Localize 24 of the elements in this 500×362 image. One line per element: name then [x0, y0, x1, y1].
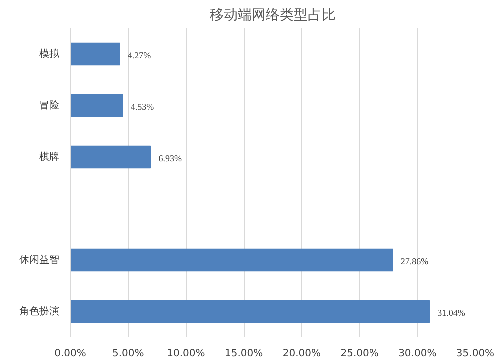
chart-title: 移动端网络类型占比	[210, 8, 336, 24]
data-label: 31.04%	[438, 308, 466, 318]
x-tick-label: 5.00%	[112, 348, 144, 360]
y-tick-label: 棋牌	[40, 150, 60, 163]
x-tick-label: 15.00%	[225, 348, 264, 360]
data-label: 4.53%	[130, 102, 155, 112]
bar	[70, 248, 394, 272]
x-tick-label: 20.00%	[282, 348, 322, 360]
bar	[70, 94, 124, 118]
y-tick-label: 休闲益智	[20, 254, 60, 266]
data-label: 4.27%	[128, 50, 152, 60]
x-tick-label: 10.00%	[167, 348, 206, 360]
x-tick-label: 25.00%	[340, 348, 379, 360]
data-label: 27.86%	[400, 256, 430, 266]
y-tick-label: 冒险	[40, 99, 60, 112]
x-tick-label: 30.00%	[398, 348, 437, 360]
data-label: 6.93%	[158, 153, 182, 164]
y-tick-label: 角色扮演	[20, 305, 60, 318]
y-tick-label: 模拟	[40, 48, 60, 60]
bar	[70, 146, 152, 169]
x-tick-label: 35.00%	[456, 348, 495, 360]
x-tick-label: 0.00%	[54, 348, 86, 360]
bar	[70, 42, 120, 66]
bar	[70, 300, 430, 324]
